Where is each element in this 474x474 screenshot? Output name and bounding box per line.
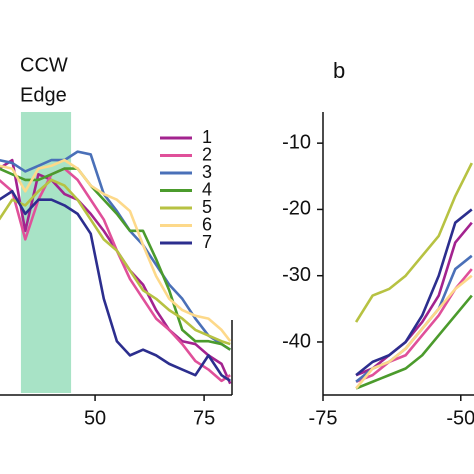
legend-label: 2 <box>202 144 212 164</box>
data-line <box>0 189 231 382</box>
x-tick-label: -50 <box>446 407 474 429</box>
legend-label: 4 <box>202 179 212 199</box>
y-tick-label: -10 <box>282 131 311 153</box>
panel-label: b <box>333 58 345 83</box>
legend-label: 7 <box>202 232 212 252</box>
data-line <box>355 268 473 383</box>
annotation: CCW <box>20 54 68 76</box>
data-line <box>355 221 473 377</box>
y-tick-label: -30 <box>282 264 311 286</box>
x-tick-label: 50 <box>84 407 106 429</box>
data-line <box>355 208 473 377</box>
data-line <box>355 274 473 390</box>
x-tick-label: 75 <box>193 407 215 429</box>
legend-label: 3 <box>202 162 212 182</box>
legend-label: 5 <box>202 197 212 217</box>
data-line <box>0 167 231 351</box>
legend-label: 6 <box>202 214 212 234</box>
data-line <box>0 150 231 351</box>
annotation: Edge <box>20 84 67 106</box>
data-line <box>354 162 473 323</box>
plot-lines <box>0 150 232 385</box>
plot-lines <box>354 162 473 390</box>
y-tick-label: -40 <box>282 330 311 352</box>
y-tick-label: -20 <box>282 198 311 220</box>
legend-label: 1 <box>202 127 212 147</box>
data-line <box>0 158 232 343</box>
x-tick-label: -75 <box>309 407 338 429</box>
data-line <box>0 178 231 346</box>
data-line <box>355 294 473 390</box>
shaded-region <box>20 112 72 393</box>
